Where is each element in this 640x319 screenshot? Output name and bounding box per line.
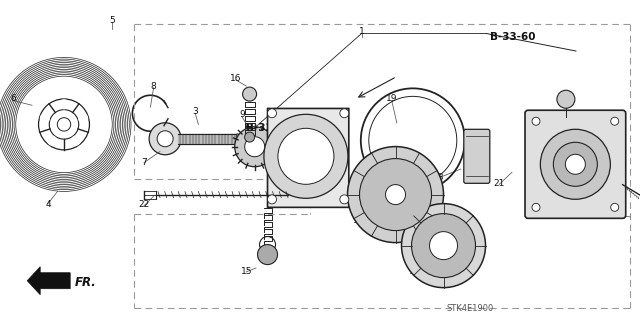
Text: 11: 11	[439, 232, 451, 241]
Polygon shape	[28, 267, 70, 295]
Circle shape	[157, 131, 173, 147]
Text: 3: 3	[193, 107, 198, 116]
Text: 17: 17	[353, 216, 364, 225]
Text: 20: 20	[609, 209, 620, 218]
Text: 12: 12	[541, 122, 553, 130]
Circle shape	[565, 154, 586, 174]
FancyBboxPatch shape	[525, 110, 626, 218]
Text: 15: 15	[241, 267, 252, 276]
Text: 13: 13	[391, 173, 403, 182]
Circle shape	[149, 123, 181, 155]
Circle shape	[532, 203, 540, 211]
Circle shape	[532, 117, 540, 125]
Circle shape	[412, 214, 476, 278]
Text: 14: 14	[308, 179, 319, 188]
FancyBboxPatch shape	[268, 108, 349, 207]
Circle shape	[611, 203, 619, 211]
Text: 2: 2	[541, 174, 547, 183]
Circle shape	[264, 114, 348, 198]
Text: 10: 10	[409, 267, 420, 276]
Circle shape	[47, 136, 57, 146]
Circle shape	[429, 232, 458, 260]
Text: B-33-60: B-33-60	[246, 122, 292, 133]
Text: 7: 7	[141, 158, 147, 167]
Polygon shape	[237, 134, 249, 144]
Text: 21: 21	[493, 179, 505, 188]
Circle shape	[557, 90, 575, 108]
Text: 6: 6	[10, 94, 15, 103]
Circle shape	[348, 147, 444, 242]
Circle shape	[257, 245, 278, 264]
Text: STK4E1900: STK4E1900	[447, 304, 494, 313]
Circle shape	[540, 129, 611, 199]
Circle shape	[235, 127, 275, 167]
Circle shape	[385, 185, 406, 204]
Circle shape	[268, 195, 276, 204]
Circle shape	[554, 142, 597, 186]
Text: B-33-60: B-33-60	[490, 32, 535, 42]
Circle shape	[611, 117, 619, 125]
Text: 19: 19	[386, 94, 397, 103]
Circle shape	[340, 109, 349, 118]
Circle shape	[268, 109, 276, 118]
Circle shape	[243, 87, 257, 101]
Circle shape	[244, 132, 255, 142]
Circle shape	[278, 128, 334, 184]
Text: 4: 4	[45, 200, 51, 209]
Circle shape	[71, 136, 81, 146]
Text: 8: 8	[151, 82, 156, 91]
Circle shape	[78, 113, 88, 123]
FancyBboxPatch shape	[464, 129, 490, 183]
Text: FR.: FR.	[76, 276, 97, 289]
Text: 16: 16	[230, 74, 241, 83]
Circle shape	[401, 204, 486, 288]
Circle shape	[340, 195, 349, 204]
Circle shape	[360, 159, 431, 231]
Circle shape	[40, 113, 50, 123]
Text: 9: 9	[239, 110, 244, 119]
Text: 22: 22	[138, 200, 150, 209]
Text: 5: 5	[109, 16, 115, 25]
Text: 18: 18	[433, 173, 444, 182]
Circle shape	[244, 137, 265, 157]
Text: 1: 1	[359, 27, 364, 36]
Circle shape	[59, 99, 69, 109]
